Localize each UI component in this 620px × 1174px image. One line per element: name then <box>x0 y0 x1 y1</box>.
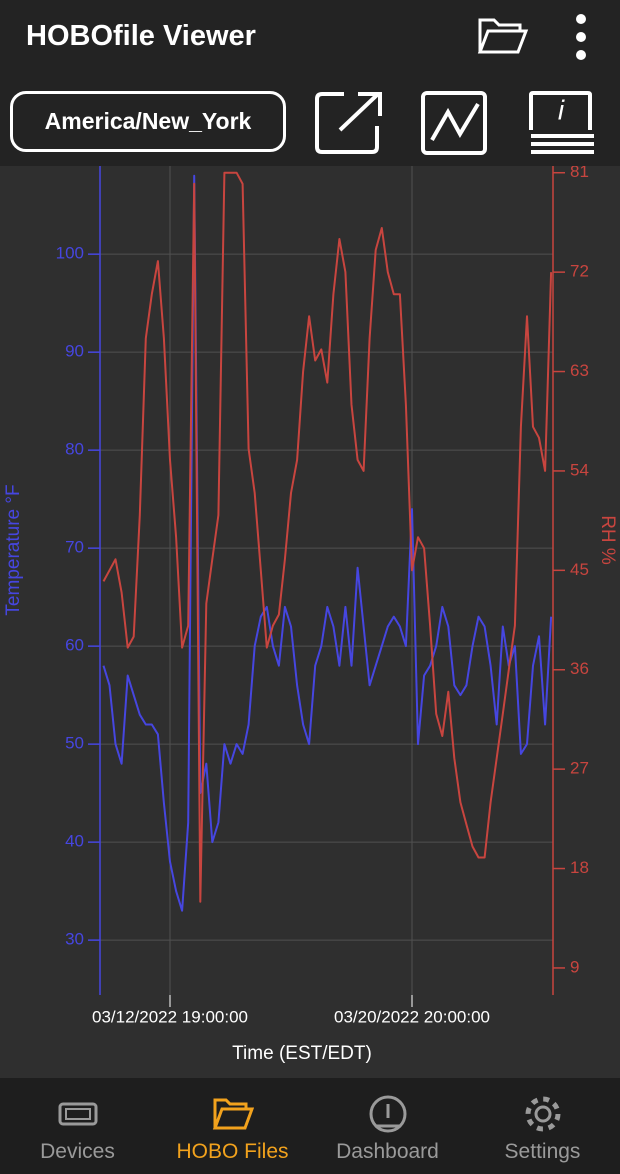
menu-button[interactable] <box>570 12 592 62</box>
x-tick-label: 03/20/2022 20:00:00 <box>334 1007 490 1026</box>
timezone-button[interactable]: America/New_York <box>10 91 286 152</box>
y-tick-label: 80 <box>65 440 84 459</box>
nav-settings[interactable]: Settings <box>465 1078 620 1174</box>
settings-icon <box>525 1096 561 1132</box>
series-line <box>102 174 553 912</box>
details-button[interactable]: i <box>528 90 598 156</box>
app-bar: HOBOfile Viewer <box>0 0 620 80</box>
graph-button[interactable] <box>420 90 490 156</box>
nav-label: Devices <box>40 1140 115 1163</box>
y-tick-label: 30 <box>65 930 84 949</box>
open-folder-button[interactable] <box>476 14 530 58</box>
y-tick-label: 40 <box>65 832 84 851</box>
series-line <box>102 171 553 903</box>
y2-tick-label: 54 <box>570 460 589 479</box>
nav-label: HOBO Files <box>176 1140 289 1163</box>
y2-tick-label: 63 <box>570 361 589 380</box>
y-axis-title: Temperature °F <box>3 484 24 615</box>
y2-tick-label: 45 <box>570 560 589 579</box>
nav-devices[interactable]: Devices <box>0 1078 155 1174</box>
dashboard-icon <box>369 1095 407 1133</box>
nav-hobo-files[interactable]: HOBO Files <box>155 1078 310 1174</box>
y-tick-label: 50 <box>65 734 84 753</box>
y-tick-label: 100 <box>56 244 84 263</box>
plot-background <box>0 165 620 1078</box>
y2-tick-label: 36 <box>570 659 589 678</box>
y2-axis-title: RH % <box>597 515 618 565</box>
y2-tick-label: 27 <box>570 759 589 778</box>
app-title: HOBOfile Viewer <box>26 20 256 52</box>
export-button[interactable] <box>314 90 384 156</box>
y2-tick-label: 18 <box>570 858 589 877</box>
svg-text:i: i <box>558 94 565 125</box>
bottom-nav: Devices HOBO Files Dashboard Settings <box>0 1078 620 1174</box>
nav-dashboard[interactable]: Dashboard <box>310 1078 465 1174</box>
nav-label: Settings <box>504 1140 581 1163</box>
y-tick-label: 90 <box>65 342 84 361</box>
x-tick-label: 03/12/2022 19:00:00 <box>92 1007 248 1026</box>
nav-label: Dashboard <box>336 1140 439 1163</box>
devices-icon <box>58 1102 98 1126</box>
chart: 30 40 50 60 70 80 90 100 9 18 27 36 45 54 63 72 81 03/12/… <box>0 162 620 1078</box>
y-tick-label: 70 <box>65 538 84 557</box>
y-tick-label: 60 <box>65 636 84 655</box>
y2-tick-label: 9 <box>570 957 579 976</box>
y2-tick-label: 72 <box>570 262 589 281</box>
toolbar: America/New_York i <box>0 80 620 166</box>
x-axis-title: Time (EST/EDT) <box>232 1043 372 1064</box>
files-icon <box>212 1098 254 1130</box>
y2-tick-label: 81 <box>570 162 589 181</box>
